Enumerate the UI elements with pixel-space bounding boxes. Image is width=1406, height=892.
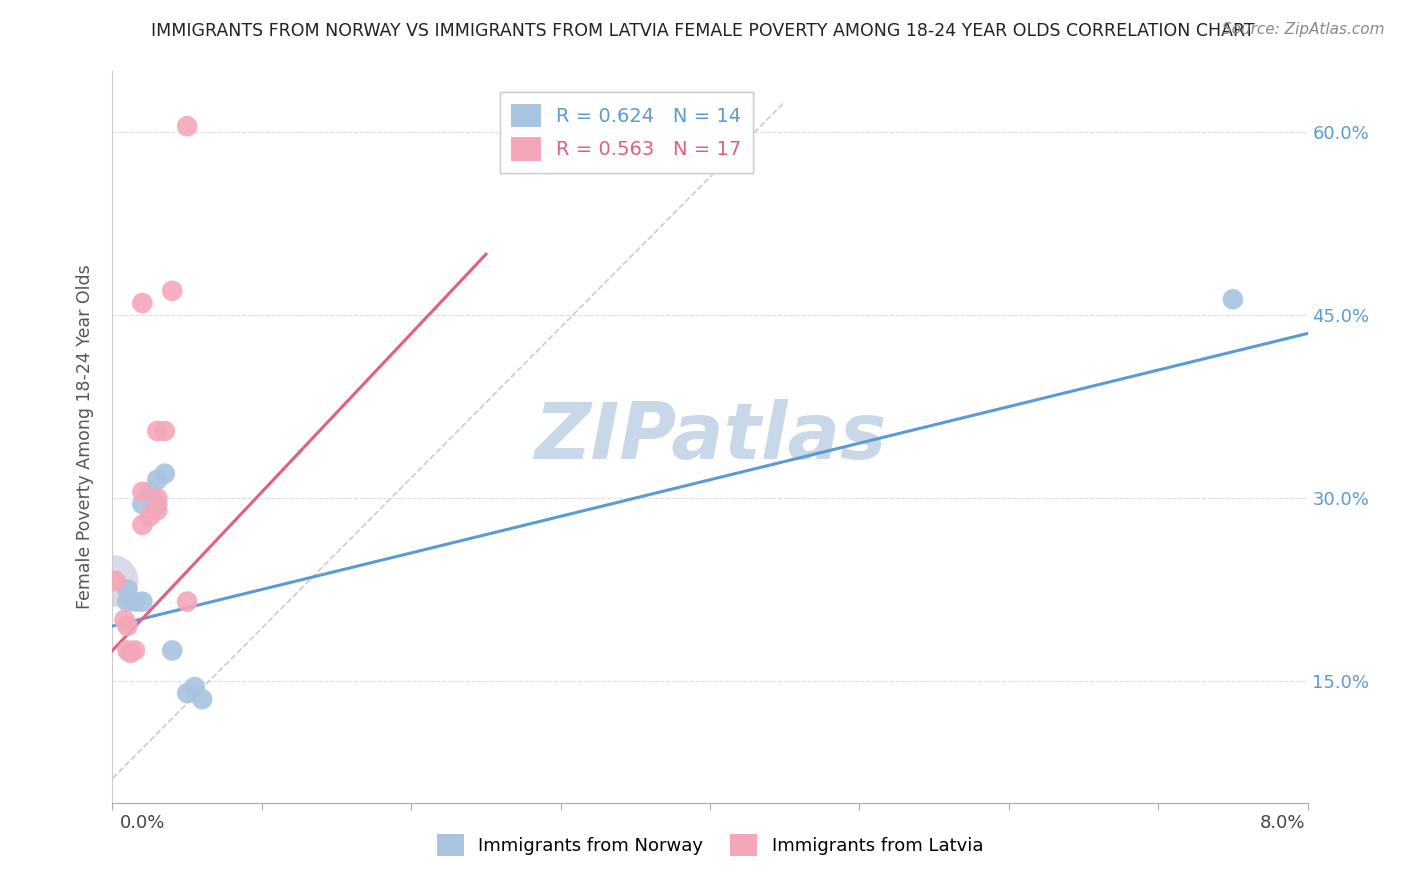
Point (191, 692, 214, 706)
Point (146, 473, 169, 487)
Legend: R = 0.624   N = 14, R = 0.563   N = 17: R = 0.624 N = 14, R = 0.563 N = 17 (499, 92, 754, 172)
Point (139, 509, 162, 524)
Text: Source: ZipAtlas.com: Source: ZipAtlas.com (1222, 22, 1385, 37)
Text: IMMIGRANTS FROM NORWAY VS IMMIGRANTS FROM LATVIA FEMALE POVERTY AMONG 18-24 YEAR: IMMIGRANTS FROM NORWAY VS IMMIGRANTS FRO… (152, 22, 1254, 40)
Point (162, 643, 183, 657)
Point (124, 594, 146, 608)
Point (117, 594, 139, 608)
Point (162, 284, 183, 298)
Point (117, 619, 139, 633)
Point (146, 503, 169, 517)
Point (114, 613, 135, 627)
Point (176, 594, 198, 608)
Point (131, 517, 153, 532)
Point (153, 424, 176, 438)
Point (101, 574, 124, 588)
Point (146, 491, 169, 505)
Text: 0.0%: 0.0% (120, 814, 165, 831)
Point (1222, 293, 1244, 307)
Point (183, 680, 205, 694)
Point (176, 686, 198, 700)
Point (131, 497, 153, 511)
Point (117, 643, 139, 657)
Point (146, 424, 169, 438)
Text: ZIPatlas: ZIPatlas (534, 399, 886, 475)
Point (176, 120, 198, 134)
Point (131, 485, 153, 500)
Point (139, 485, 162, 500)
Y-axis label: Female Poverty Among 18-24 Year Olds: Female Poverty Among 18-24 Year Olds (76, 265, 94, 609)
Point (153, 467, 176, 481)
Point (104, 574, 127, 588)
Point (146, 497, 169, 511)
Point (124, 643, 146, 657)
Point (120, 646, 142, 660)
Text: 8.0%: 8.0% (1260, 814, 1305, 831)
Point (131, 594, 153, 608)
Point (131, 296, 153, 310)
Point (117, 582, 139, 597)
